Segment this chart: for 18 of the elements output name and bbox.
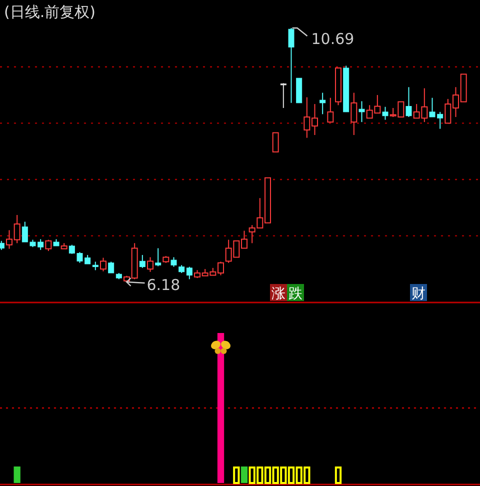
annotation: 6.18 [146, 276, 180, 294]
candlestick [186, 266, 192, 280]
text: 跌 [288, 286, 302, 302]
candlestick [139, 254, 146, 268]
candlestick [406, 86, 412, 118]
candlestick [170, 256, 177, 268]
chart-title: (日线.前复权) [4, 3, 96, 21]
annotation: 10.69 [311, 30, 354, 48]
candlestick [320, 92, 326, 115]
text: 涨 [272, 286, 286, 302]
candlestick [280, 82, 286, 108]
candlestick [382, 106, 388, 120]
candlestick [288, 28, 294, 104]
candlestick [108, 261, 114, 274]
candlestick [358, 100, 365, 123]
candlestick [155, 248, 162, 267]
candlestick [350, 92, 358, 136]
text: 财 [412, 286, 426, 302]
